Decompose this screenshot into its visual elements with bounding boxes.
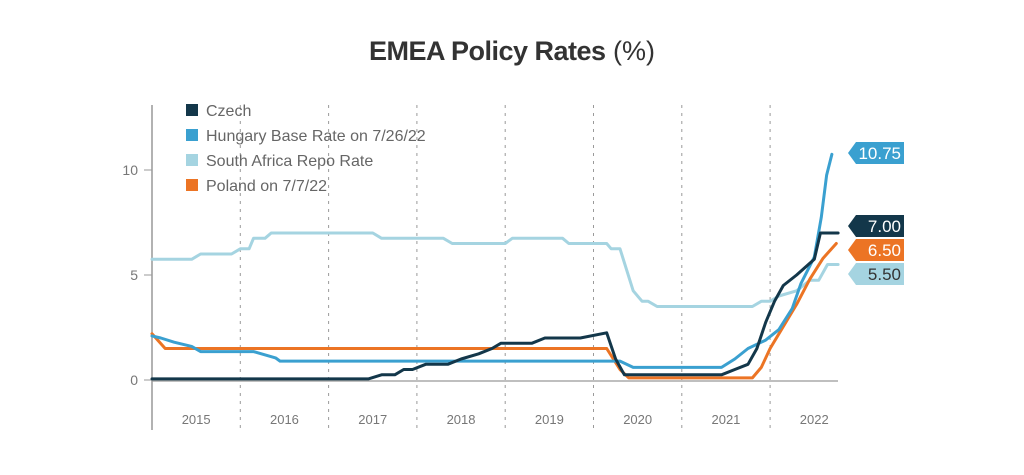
y-tick-label: 0 bbox=[130, 372, 138, 388]
x-tick-label: 2022 bbox=[800, 412, 829, 427]
series-line-3 bbox=[150, 242, 838, 380]
series-line-1 bbox=[150, 152, 834, 369]
legend-swatch bbox=[186, 104, 198, 116]
x-tick-label: 2021 bbox=[711, 412, 740, 427]
legend: Czech Hungary Base Rate on 7/26/22 South A… bbox=[186, 103, 426, 195]
end-label-tag bbox=[848, 215, 904, 237]
grid-layer bbox=[239, 105, 771, 430]
x-tick-label: 2017 bbox=[358, 412, 387, 427]
x-tick-label: 2015 bbox=[182, 412, 211, 427]
end-label-tag bbox=[848, 239, 904, 261]
chart-title: EMEA Policy Rates (%) bbox=[0, 36, 1024, 67]
end-label-value: 7.00 bbox=[868, 217, 901, 236]
legend-label: Hungary Base Rate on 7/26/22 bbox=[206, 128, 426, 145]
end-label-value: 5.50 bbox=[868, 265, 901, 284]
axis-layer: 2015 2016 2017 2018 2019 2020 2021 2022 0 5 10 bbox=[122, 105, 838, 430]
series-line-0 bbox=[150, 231, 840, 381]
end-labels: 7.00 10.75 5.50 6.50 bbox=[848, 142, 904, 285]
x-tick-label: 2016 bbox=[270, 412, 299, 427]
series-layer bbox=[150, 152, 840, 381]
chart-title-unit: (%) bbox=[613, 36, 656, 66]
y-tick-label: 5 bbox=[130, 267, 138, 283]
x-tick-label: 2019 bbox=[535, 412, 564, 427]
y-tick-label: 10 bbox=[122, 162, 138, 178]
end-label-value: 10.75 bbox=[858, 144, 901, 163]
legend-label: Poland on 7/7/22 bbox=[206, 178, 327, 195]
chart-title-main: EMEA Policy Rates bbox=[368, 36, 606, 66]
x-tick-label: 2020 bbox=[623, 412, 652, 427]
end-label-tag bbox=[848, 142, 904, 164]
legend-swatch bbox=[186, 179, 198, 191]
legend-swatch bbox=[186, 129, 198, 141]
end-label-tag bbox=[848, 263, 904, 285]
legend-label: Czech bbox=[206, 103, 251, 120]
end-label-value: 6.50 bbox=[868, 241, 901, 260]
legend-swatch bbox=[186, 154, 198, 166]
x-tick-label: 2018 bbox=[447, 412, 476, 427]
legend-label: South Africa Repo Rate bbox=[206, 153, 373, 170]
series-line-2 bbox=[150, 231, 840, 308]
